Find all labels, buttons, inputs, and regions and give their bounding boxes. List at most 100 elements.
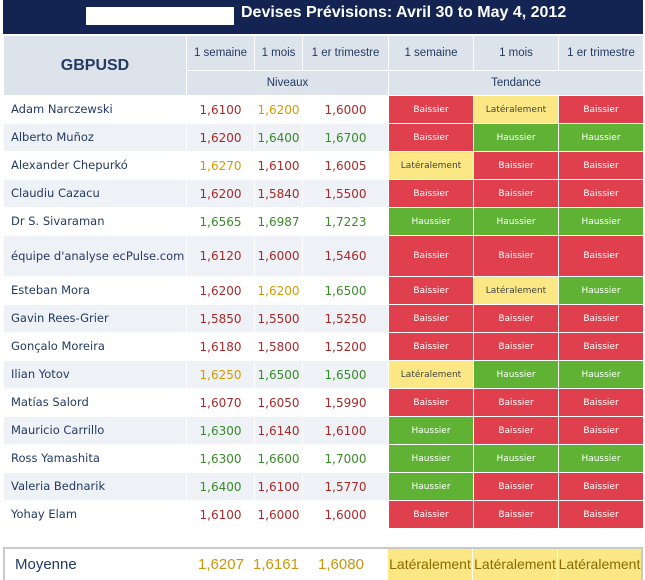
level-1q: 1,6000 [302,500,389,529]
table-row: Matías Salord 1,6070 1,6050 1,5990 Baissier B… [3,388,644,417]
trend-1m: Latéralement [473,95,559,124]
level-1m: 1,6200 [254,95,303,124]
level-1m: 1,5500 [254,304,303,333]
table-row: Alberto Muñoz 1,6200 1,6400 1,6700 Baissier H… [3,123,644,152]
table-row: Gavin Rees-Grier 1,5850 1,5500 1,5250 Baissi… [3,304,644,333]
level-1q: 1,6500 [302,276,389,305]
table-row: Valeria Bednarik 1,6400 1,6100 1,5770 Haussi… [3,472,644,501]
level-1m: 1,6000 [254,235,303,277]
level-1q: 1,6500 [302,360,389,389]
table-row: Ross Yamashita 1,6300 1,6600 1,7000 Haussier… [3,444,644,473]
level-1m: 1,6200 [254,276,303,305]
average-level-1q: 1,6080 [318,556,364,573]
level-1w: 1,6400 [186,472,255,501]
title-bar: Devises Prévisions: Avril 30 to May 4, 2… [3,0,643,34]
col-header-level-1w: 1 semaine [186,35,255,71]
col-header-trend-1w: 1 semaine [388,35,474,71]
trend-1q: Baissier [558,304,644,333]
trend-1m: Baissier [473,332,559,361]
trend-1w: Haussier [388,444,474,473]
level-1w: 1,6180 [186,332,255,361]
forecaster-name: Valeria Bednarik [3,472,187,501]
level-1m: 1,6500 [254,360,303,389]
forecaster-name: Ilian Yotov [3,360,187,389]
level-1w: 1,6200 [186,276,255,305]
average-level-1m: 1,6161 [253,556,299,573]
trend-1w: Baissier [388,235,474,277]
trend-1m: Haussier [473,444,559,473]
level-1w: 1,6565 [186,207,255,236]
level-1m: 1,5840 [254,179,303,208]
level-1w: 1,6100 [186,500,255,529]
trend-1q: Haussier [558,123,644,152]
level-1q: 1,6700 [302,123,389,152]
average-trend-1w: Latéralement [388,549,472,580]
trend-1m: Baissier [473,304,559,333]
trend-1w: Haussier [388,416,474,445]
col-header-level-1m: 1 mois [254,35,303,71]
trend-1q: Baissier [558,500,644,529]
level-1w: 1,6270 [186,151,255,180]
col-header-level-1q: 1 er trimestre [302,35,389,71]
trend-1q: Baissier [558,416,644,445]
trend-1m: Haussier [473,207,559,236]
level-1q: 1,6100 [302,416,389,445]
forecaster-name: Gavin Rees-Grier [3,304,187,333]
trend-1q: Baissier [558,472,644,501]
level-1q: 1,5460 [302,235,389,277]
level-1m: 1,6140 [254,416,303,445]
level-1w: 1,6200 [186,123,255,152]
level-1q: 1,5990 [302,388,389,417]
level-1m: 1,6987 [254,207,303,236]
trend-1w: Baissier [388,276,474,305]
trend-1q: Baissier [558,235,644,277]
level-1q: 1,5250 [302,304,389,333]
trend-1w: Latéralement [388,151,474,180]
forecast-table: GBPUSD 1 semaine 1 mois 1 er trimestre 1… [3,35,644,529]
level-1q: 1,7000 [302,444,389,473]
level-1w: 1,6250 [186,360,255,389]
level-1w: 1,6100 [186,95,255,124]
trend-1w: Baissier [388,332,474,361]
forecaster-name: Gonçalo Moreira [3,332,187,361]
trend-1q: Baissier [558,151,644,180]
level-1q: 1,5770 [302,472,389,501]
level-1m: 1,6100 [254,151,303,180]
level-1w: 1,5850 [186,304,255,333]
level-1q: 1,6000 [302,95,389,124]
level-1w: 1,6120 [186,235,255,277]
table-row: Adam Narczewski 1,6100 1,6200 1,6000 Baissie… [3,95,644,124]
forecaster-name: Esteban Mora [3,276,187,305]
level-1m: 1,6000 [254,500,303,529]
currency-pair-header: GBPUSD [3,35,187,96]
trend-1m: Baissier [473,500,559,529]
level-1q: 1,7223 [302,207,389,236]
trend-1w: Baissier [388,179,474,208]
forecaster-name: Dr S. Sivaraman [3,207,187,236]
forecaster-name: Claudiu Cazacu [3,179,187,208]
trend-1q: Haussier [558,276,644,305]
trend-1q: Baissier [558,332,644,361]
page-title: Devises Prévisions: Avril 30 to May 4, 2… [241,4,567,21]
trend-1m: Baissier [473,235,559,277]
level-1m: 1,6600 [254,444,303,473]
forecaster-name: Ross Yamashita [3,444,187,473]
level-1w: 1,6200 [186,179,255,208]
trend-1q: Haussier [558,207,644,236]
level-1q: 1,5200 [302,332,389,361]
level-1m: 1,6100 [254,472,303,501]
trend-1m: Haussier [473,360,559,389]
table-row: Ilian Yotov 1,6250 1,6500 1,6500 Latéralemen… [3,360,644,389]
forecaster-name: Yohay Elam [3,500,187,529]
level-1w: 1,6070 [186,388,255,417]
trend-1w: Baissier [388,123,474,152]
forecaster-name: Matías Salord [3,388,187,417]
col-header-trend-1q: 1 er trimestre [558,35,644,71]
trend-1m: Baissier [473,416,559,445]
trend-1m: Haussier [473,123,559,152]
forecaster-name: Adam Narczewski [3,95,187,124]
table-row: Dr S. Sivaraman 1,6565 1,6987 1,7223 Haussie… [3,207,644,236]
group-header-levels: Niveaux [186,70,389,96]
table-row: Alexander Chepurkó 1,6270 1,6100 1,6005 Laté… [3,151,644,180]
